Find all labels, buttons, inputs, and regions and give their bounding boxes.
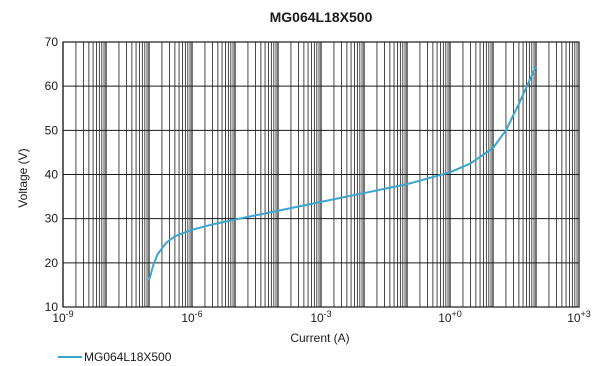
y-tick-label: 40	[45, 168, 59, 182]
x-tick-label: 10-9	[52, 309, 73, 325]
y-tick-label: 50	[45, 123, 59, 137]
y-tick-label: 10	[45, 300, 59, 314]
grid	[62, 41, 580, 308]
x-tick-labels: 10-9 10-6 10-3 10+0 10+3	[52, 309, 591, 325]
y-tick-labels: 10 20 30 40 50 60 70	[45, 35, 59, 314]
x-tick-label: 10+3	[567, 309, 591, 325]
x-tick-label: 10-6	[181, 309, 202, 325]
y-tick-label: 60	[45, 79, 59, 93]
x-axis-label: Current (A)	[290, 331, 349, 345]
y-tick-label: 30	[45, 212, 59, 226]
legend: MG064L18X500	[58, 350, 172, 364]
legend-label: MG064L18X500	[84, 350, 172, 364]
plot-frame	[62, 41, 580, 308]
x-tick-label: 10-3	[310, 309, 331, 325]
series-layer	[148, 65, 537, 281]
x-tick-label: 10+0	[438, 309, 462, 325]
y-tick-label: 20	[45, 256, 59, 270]
series-line	[148, 65, 537, 281]
y-tick-label: 70	[45, 35, 59, 49]
chart-title: MG064L18X500	[270, 9, 373, 25]
y-axis-label: Voltage (V)	[16, 148, 30, 207]
